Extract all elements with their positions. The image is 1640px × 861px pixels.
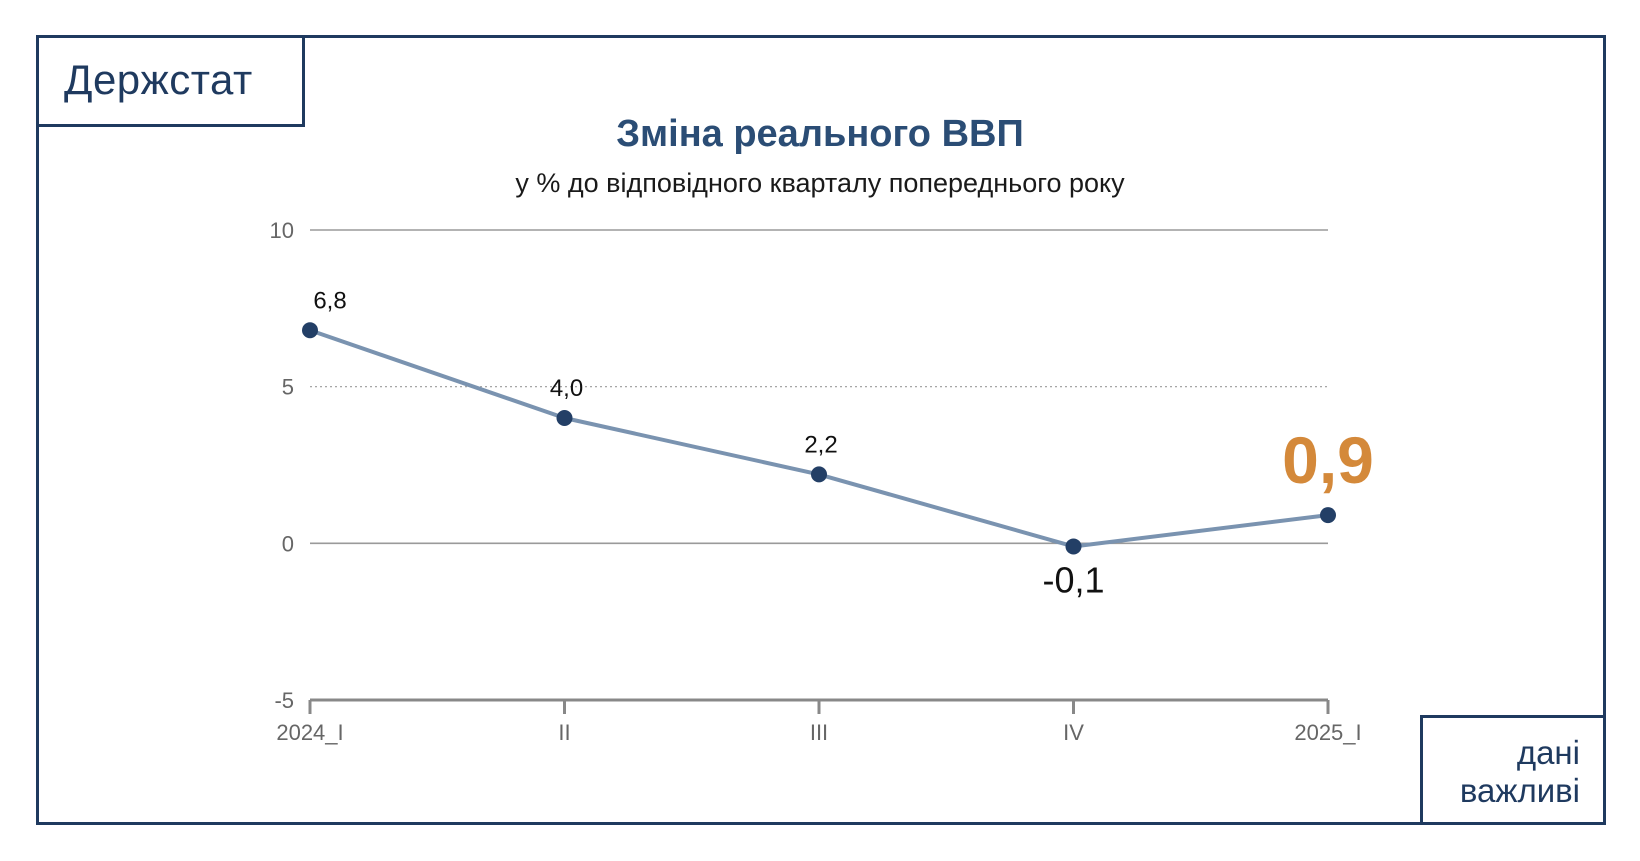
data-point [811, 466, 827, 483]
data-label: 4,0 [550, 375, 583, 402]
data-point [1065, 538, 1082, 555]
tagline-badge: дані важливі [1420, 715, 1606, 825]
chart-subtitle: у % до відповідного кварталу попередньог… [515, 168, 1125, 198]
data-label: -0,1 [1042, 559, 1104, 600]
highlight-data-label: 0,9 [1282, 423, 1374, 497]
chart-title: Зміна реального ВВП [616, 113, 1024, 155]
chart-frame [36, 35, 1606, 825]
data-point [302, 322, 318, 339]
x-tick-label: 2025_I [1294, 720, 1361, 745]
tagline-line-2: важливі [1459, 771, 1580, 809]
data-label: 2,2 [804, 431, 837, 458]
data-point [1320, 507, 1336, 524]
y-tick-label: 10 [270, 218, 294, 243]
y-tick-label: 5 [282, 375, 294, 400]
x-tick-label: III [810, 720, 828, 745]
data-label: 6,8 [313, 287, 346, 314]
tagline-line-1: дані [1516, 733, 1580, 771]
y-tick-label: 0 [282, 531, 294, 556]
data-point [556, 410, 573, 426]
x-tick-label: IV [1063, 720, 1084, 745]
logo-text: Держстат [64, 55, 253, 103]
x-tick-label: II [558, 720, 570, 745]
y-tick-label: -5 [274, 688, 294, 713]
logo-box: Держстат [36, 35, 305, 127]
x-tick-label: 2024_I [276, 720, 343, 745]
